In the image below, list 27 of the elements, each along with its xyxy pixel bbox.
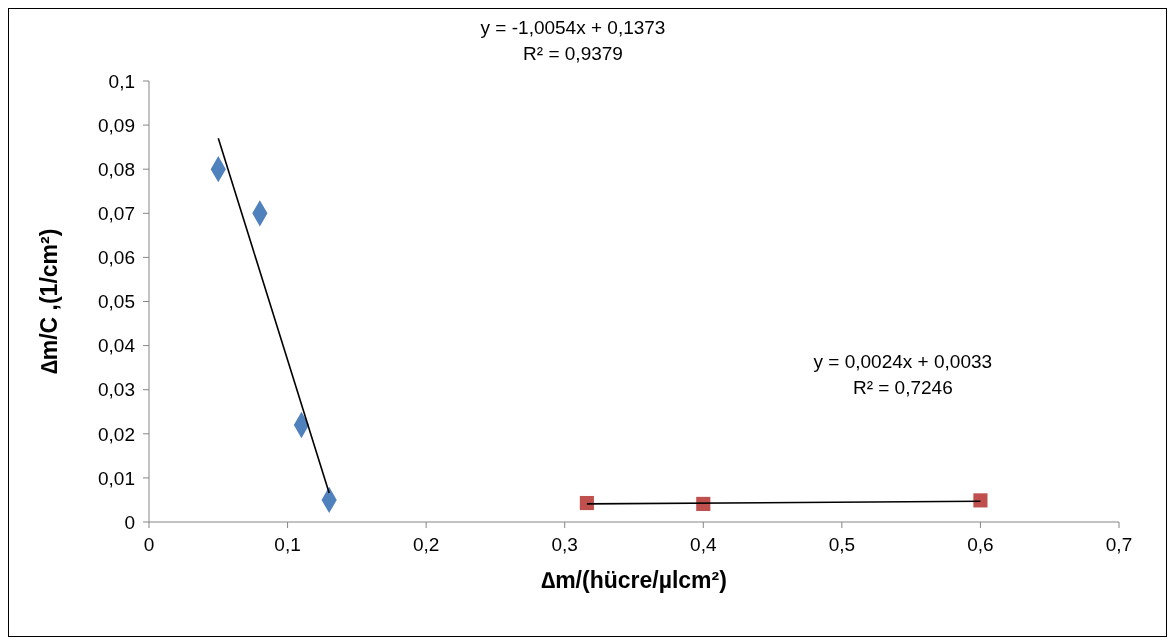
text: R² = 0,9379 <box>523 43 623 65</box>
point <box>973 493 988 508</box>
x-tick-label: 0,2 <box>412 534 440 556</box>
y-tick-label: 0,05 <box>98 291 135 313</box>
x-axis-title: ∆m/(hücre/µlcm²) <box>541 567 727 593</box>
y-tick-label: 0,07 <box>98 203 135 225</box>
x-tick-label: 0 <box>143 534 155 556</box>
x-tick-label: 0,7 <box>1105 534 1133 556</box>
y-tick-label: 0,02 <box>98 423 135 445</box>
y-tick-label: 0,09 <box>98 114 135 136</box>
y-axis-title: ∆m/C ,(1/cm²) <box>36 228 63 375</box>
y-tick-label: 0 <box>124 511 135 533</box>
text: y = -1,0054x + 0,1373 <box>480 17 666 39</box>
y-tick-label: 0,04 <box>98 335 136 357</box>
y-tick-label: 0,08 <box>98 158 135 180</box>
annotation: R² = 0,7246 <box>852 377 953 399</box>
y-tick-label: 0,03 <box>98 379 135 401</box>
y-tick-label: 0,06 <box>98 247 135 269</box>
x-tick-label: 0,5 <box>828 534 856 556</box>
y-tick-label: 0,01 <box>98 467 135 489</box>
annotation: y = 0,0024x + 0,0033 <box>813 351 993 373</box>
x-tick-label: 0,3 <box>551 534 578 556</box>
y-tick-label: 0,1 <box>108 70 135 92</box>
point <box>579 495 594 511</box>
x-tick-label: 0,6 <box>967 534 994 556</box>
x-tick-label: 0,4 <box>690 534 717 556</box>
x-tick-label: 0,1 <box>274 534 301 556</box>
